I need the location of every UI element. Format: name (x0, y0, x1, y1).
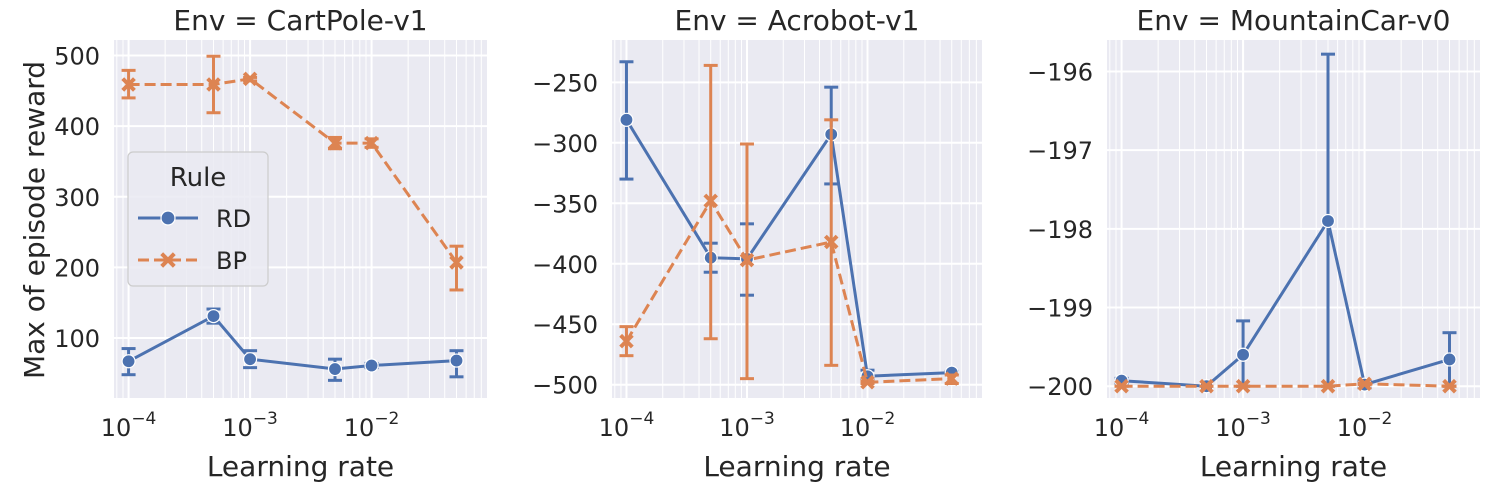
data-point-bp (703, 193, 718, 209)
series-line-bp (128, 77, 458, 264)
x-tick-label: 10−4 (599, 409, 655, 442)
series-line-bp (625, 198, 952, 384)
data-point-bp (121, 77, 136, 92)
data-point-rd (121, 354, 136, 369)
x-tick-label: 10−4 (1094, 409, 1150, 442)
data-point-bp (1357, 376, 1372, 392)
x-tick-label: 10−2 (1337, 409, 1393, 442)
data-point-bp (242, 71, 258, 87)
y-tick-label: −200 (1027, 373, 1093, 401)
panel-title: Env = CartPole-v1 (173, 4, 427, 37)
data-point-rd (242, 352, 258, 367)
x-tick-label: 10−4 (101, 409, 157, 442)
y-tick-label: 400 (54, 113, 100, 141)
x-tick-label: 10−3 (222, 409, 278, 442)
legend-title: Rule (170, 163, 227, 193)
panel-2: 10−4 10−3 10−2 −500 −450 −400 −350 −300 −250 Env … (532, 4, 982, 483)
y-tick-label: −400 (532, 251, 598, 279)
data-point-rd (1235, 347, 1251, 362)
y-tick-label: −197 (1027, 137, 1093, 165)
x-tick-label: 10−3 (719, 409, 775, 442)
panel-title: Env = Acrobot-v1 (675, 4, 920, 37)
y-tick-label: −198 (1027, 216, 1093, 244)
y-axis-label: Max of episode reward (18, 61, 51, 379)
data-point-bp (619, 333, 634, 349)
plot-area (1107, 40, 1480, 398)
y-tick-label: −450 (532, 311, 598, 339)
data-point-bp (739, 252, 755, 268)
data-point-bp (206, 77, 221, 92)
series-bp (619, 63, 960, 390)
legend-entry-rd: RD (138, 205, 251, 233)
series-bp (121, 54, 464, 292)
panel-3: 10−4 10−3 10−2 −200 −199 −198 −197 −196 Env = Mo… (1027, 4, 1480, 483)
error-bar (449, 244, 464, 292)
y-tick-label: −250 (532, 69, 598, 97)
data-point-bp (1320, 378, 1336, 394)
data-point-bp (327, 135, 343, 151)
data-point-rd (327, 361, 343, 377)
data-point-rd (206, 308, 221, 324)
data-point-bp (1199, 378, 1214, 394)
legend-marker (160, 210, 176, 226)
y-tick-label: 200 (54, 254, 100, 282)
data-point-bp (1235, 378, 1251, 394)
y-tick-label: 100 (54, 325, 100, 353)
data-point-bp (944, 371, 960, 386)
x-axis-label: Learning rate (207, 450, 394, 483)
data-point-bp (860, 375, 875, 390)
y-tick-label: −199 (1027, 295, 1093, 323)
y-tick-label: −196 (1027, 58, 1093, 86)
x-tick-label: 10−2 (840, 409, 896, 442)
y-tick-label: −350 (532, 190, 598, 218)
data-point-bp (823, 234, 839, 250)
y-tick-label: 500 (54, 43, 100, 71)
data-point-bp (364, 135, 379, 151)
y-tick-label: −500 (532, 372, 598, 400)
x-tick-label: 10−3 (1215, 409, 1271, 442)
plot-area (612, 40, 982, 398)
series-rd (121, 307, 464, 382)
series-bp (1114, 376, 1457, 394)
panel-title: Env = MountainCar-v0 (1137, 4, 1451, 37)
legend-label: RD (216, 205, 251, 233)
data-point-bp (1442, 378, 1457, 394)
legend-entry-bp: BP (138, 247, 247, 275)
data-point-bp (449, 255, 464, 270)
data-point-rd (1320, 213, 1336, 229)
data-point-rd (1442, 352, 1457, 367)
data-point-rd (449, 353, 464, 368)
y-tick-label: −300 (532, 130, 598, 158)
data-point-rd (619, 112, 634, 127)
y-tick-label: 300 (54, 184, 100, 212)
legend-label: BP (216, 247, 247, 275)
x-tick-label: 10−2 (344, 409, 400, 442)
series-line-bp (1121, 382, 1450, 388)
x-axis-label: Learning rate (703, 450, 890, 483)
panel-1: 10−4 10−3 10−2 100 200 300 400 500 Env = CartPol… (54, 4, 487, 483)
legend-marker (160, 252, 176, 268)
legend: Rule RD BP (127, 151, 269, 287)
series-line-rd (127, 314, 457, 371)
data-point-bp (1114, 378, 1129, 394)
x-axis-label: Learning rate (1200, 450, 1387, 483)
series-line-rd (625, 119, 952, 378)
data-point-rd (364, 358, 379, 373)
